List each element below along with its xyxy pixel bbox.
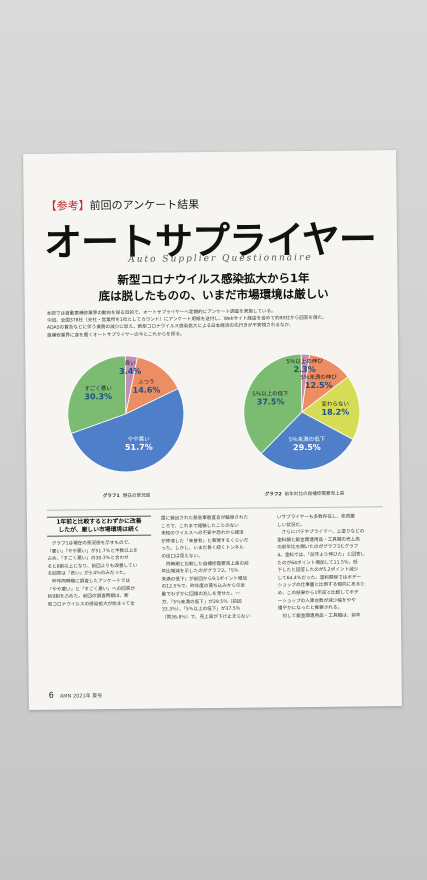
pie-chart-2: 5％以上の伸び 2.3% 5％未満の伸び 12.5% 変わらない 18.2% 5％未満の低下…: [221, 345, 383, 497]
body-text-line: 型コロナウイルスの感染拡大が始まって全: [47, 601, 135, 608]
slice-label: すごく悪い 30.3%: [68, 386, 128, 402]
chart-1-caption-number: グラフ1: [102, 493, 120, 500]
slice-value: 12.5%: [304, 380, 333, 391]
pie-slice-4: [260, 411, 354, 471]
slice-value: 29.5%: [292, 443, 321, 453]
section-divider: [46, 506, 383, 511]
slice-name: 変わらない: [321, 401, 350, 408]
chart-2-caption: グラフ2 前年対比の自補修需要売上高: [265, 491, 345, 498]
slice-value: 51.7%: [124, 442, 153, 453]
column-2-text: 国に発出された緊急事態宣言が解除された ころで、これまで経験したことのない 未知のウ…: [161, 514, 268, 621]
body-text-line: （同36.8％）で、売上高が下げ止まらない: [161, 614, 251, 621]
slice-value: 2.3%: [293, 364, 316, 375]
page-footer: 6 AMN 2021年 夏号: [49, 690, 103, 700]
body-text-line: 対して鈑金関連用品・工具類は、前年: [277, 613, 361, 620]
chart-2-caption-title: 前年対比の自補修需要売上高: [284, 491, 345, 498]
pie-slice-3: [70, 388, 185, 473]
slice-name: ふつう: [138, 379, 155, 386]
slice-label: 変わらない 18.2%: [305, 401, 365, 416]
pie-slice-4: [67, 355, 127, 434]
pie-slice-3: [301, 376, 361, 441]
slice-label: 5％以上の伸び 2.3%: [275, 359, 335, 374]
document-page: 【参考】前回のアンケート結果 オートサプライヤー Auto Supplier Q…: [23, 150, 402, 710]
body-column-1: 1年前と比較するとわずかに改善 したが、厳しい市場環境は続く グラフ1は現在の景…: [46, 515, 152, 609]
slice-value: 3.4%: [119, 366, 142, 376]
column-1-text: グラフ1は現在の景況感を示すもので、 「悪い」「やや悪い」が51.7％と半数以上を…: [47, 540, 152, 609]
pie-chart-1: 良い 3.4% ふつう 14.6% やや悪い 51.7% すごく悪い 30.3%: [45, 347, 207, 499]
slice-value: 30.3%: [84, 392, 113, 402]
slice-label: 良い 3.4%: [100, 361, 160, 376]
charts-area: 良い 3.4% ふつう 14.6% やや悪い 51.7% すごく悪い 30.3% グラフ1 現在…: [45, 345, 383, 499]
section-heading-line-2: したが、厳しい市場環境は続く: [58, 526, 140, 534]
issue-label: AMN 2021年 夏号: [59, 693, 103, 700]
column-3-text: いサプライヤーも多数存在し、依然厳 しい状況だ。 さらにパテやプライマー、上塗りな…: [277, 513, 384, 620]
pie-chart-2-svg: [243, 353, 361, 471]
slice-label: 5％未満の低下 29.5%: [277, 437, 337, 452]
page-number: 6: [48, 690, 54, 700]
headline-line-2: 底は脱したものの、いまだ市場環境は厳しい: [98, 286, 329, 304]
body-column-2: 国に発出された緊急事態宣言が解除された ころで、これまで経験したことのない 未知のウ…: [161, 514, 268, 621]
slice-label: 5％未満の伸び 12.5%: [289, 375, 349, 390]
slice-value: 37.5%: [256, 397, 285, 407]
english-subtitle: Auto Supplier Questionnaire: [128, 252, 313, 265]
pie-slice-5: [243, 353, 303, 455]
slice-label: やや悪い 51.7%: [109, 437, 169, 452]
chart-1-caption: グラフ1 現在の景況感: [103, 493, 151, 499]
lead-paragraph: 本誌では自動車補修業界の動向を探る目的で、オートサプライヤーへ定期的にアンケート…: [47, 307, 377, 339]
pie-chart-1-svg: [67, 355, 185, 473]
chart-2-caption-number: グラフ2: [264, 492, 282, 498]
slice-value: 18.2%: [321, 407, 350, 417]
body-column-3: いサプライヤーも多数存在し、依然厳 しい状況だ。 さらにパテやプライマー、上塗りな…: [277, 513, 384, 620]
slice-label: 5％以上の低下 37.5%: [241, 391, 301, 406]
chart-1-caption-title: 現在の景況感: [122, 493, 151, 499]
section-heading: 1年前と比較するとわずかに改善 したが、厳しい市場環境は続く: [46, 515, 152, 537]
pie-slice-2: [125, 356, 179, 415]
